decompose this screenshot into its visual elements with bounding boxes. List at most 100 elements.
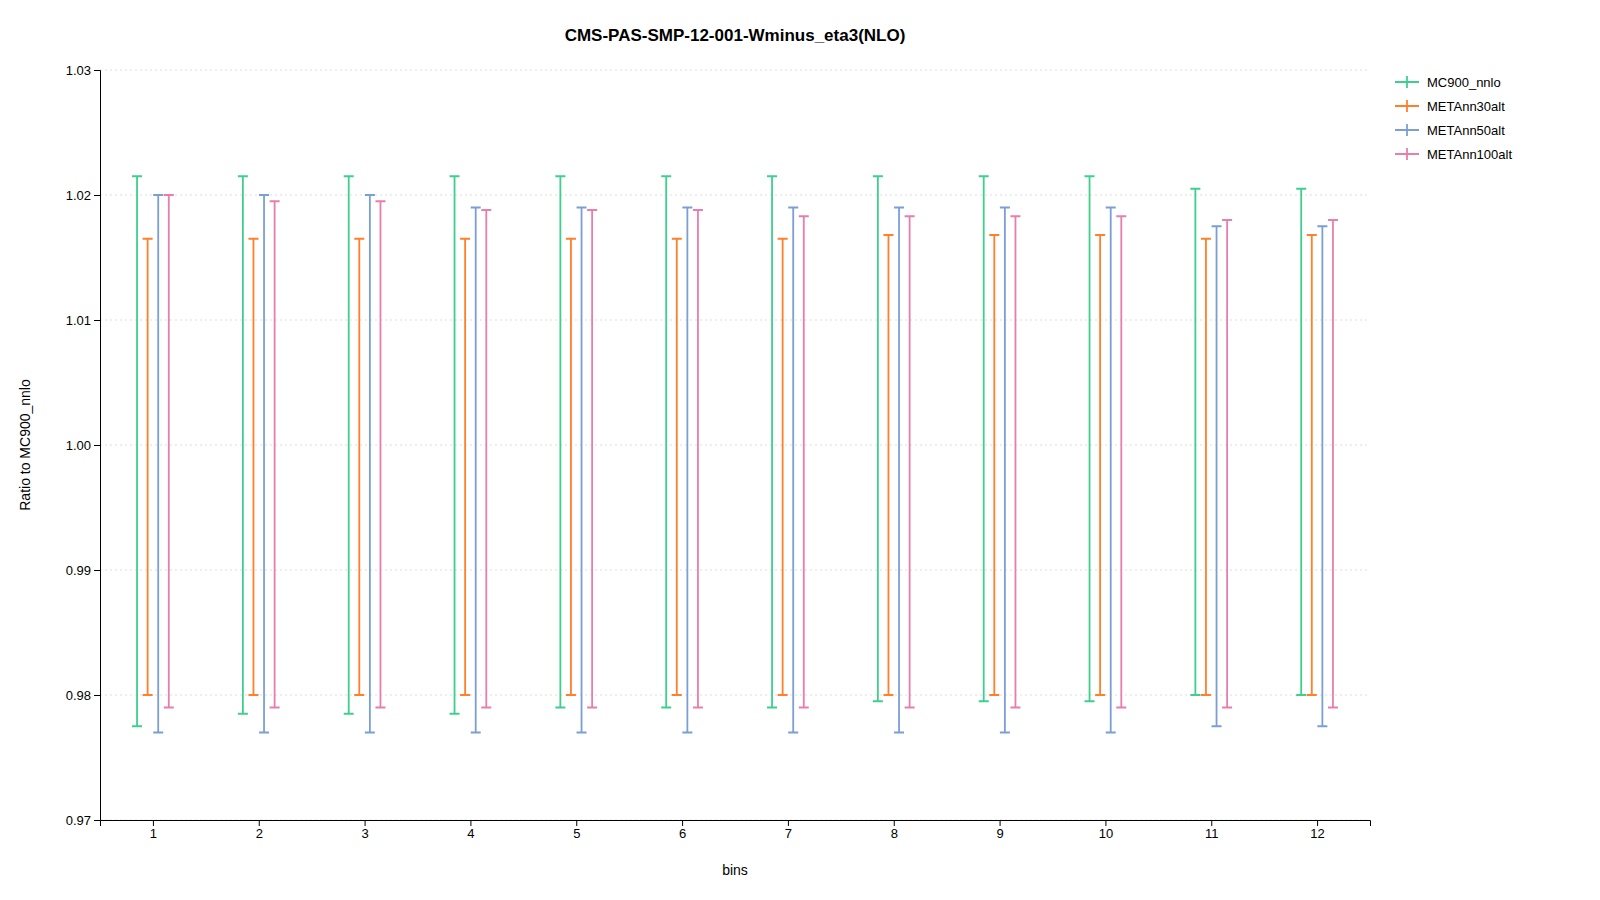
y-tick-label: 0.97 bbox=[66, 813, 91, 828]
error-bar bbox=[354, 239, 364, 695]
error-bar bbox=[1328, 220, 1338, 708]
x-tick-mark bbox=[153, 820, 154, 826]
error-bar bbox=[672, 239, 682, 695]
y-tick-mark bbox=[94, 320, 100, 321]
grid-line bbox=[100, 70, 1370, 71]
error-bar bbox=[1296, 189, 1306, 695]
y-tick: 1.03 bbox=[66, 63, 100, 78]
error-bar bbox=[259, 195, 269, 733]
grid-line bbox=[100, 695, 1370, 696]
x-tick-mark bbox=[576, 820, 577, 826]
x-axis-title: bins bbox=[722, 862, 748, 878]
error-bar bbox=[132, 176, 142, 726]
marks bbox=[132, 176, 1338, 732]
x-tick-mark bbox=[788, 820, 789, 826]
y-tick-label: 1.01 bbox=[66, 313, 91, 328]
x-tick: 7 bbox=[785, 820, 792, 841]
chart: 1234567891011120.970.980.991.001.011.021… bbox=[0, 0, 1600, 900]
error-bar bbox=[788, 208, 798, 733]
y-tick-label: 0.99 bbox=[66, 563, 91, 578]
legend-label: METAnn30alt bbox=[1427, 99, 1505, 114]
y-tick-mark bbox=[94, 695, 100, 696]
y-tick: 1.02 bbox=[66, 188, 100, 203]
error-bar bbox=[566, 239, 576, 695]
x-tick-label: 5 bbox=[573, 826, 580, 841]
y-axis: 0.97 0.98 0.99 1.00 1.01 1.02 1.03 bbox=[66, 63, 101, 828]
error-bar bbox=[1095, 235, 1105, 695]
grid-line bbox=[100, 195, 1370, 196]
title: CMS-PAS-SMP-12-001-Wminus_eta3(NLO) bbox=[565, 26, 906, 45]
error-bar bbox=[143, 239, 153, 695]
error-bar bbox=[1116, 216, 1126, 707]
x-tick-mark bbox=[1317, 820, 1318, 826]
legend-label: MC900_nnlo bbox=[1427, 75, 1501, 90]
x-tick-mark bbox=[1000, 820, 1001, 826]
error-bar bbox=[1212, 226, 1222, 726]
error-bar bbox=[555, 176, 565, 707]
legend: MC900_nnlo METAnn30alt METAnn50alt METAnn10… bbox=[1395, 75, 1512, 162]
error-bar bbox=[481, 210, 491, 708]
plot: 1234567891011120.970.980.991.001.011.021… bbox=[66, 63, 1371, 842]
error-bar bbox=[682, 208, 692, 733]
y-axis-title: Ratio to MC900_nnlo bbox=[17, 379, 33, 511]
x-tick-mark bbox=[894, 820, 895, 826]
y-tick-mark bbox=[94, 820, 100, 821]
error-bar bbox=[1010, 216, 1020, 707]
x-tick: 8 bbox=[891, 820, 898, 841]
legend-item: METAnn100alt bbox=[1395, 147, 1512, 162]
x-tick-label: 6 bbox=[679, 826, 686, 841]
x-tick-label: 12 bbox=[1310, 826, 1324, 841]
error-bar bbox=[979, 176, 989, 701]
error-bar bbox=[587, 210, 597, 708]
y-tick-mark bbox=[94, 570, 100, 571]
legend-swatch bbox=[1406, 124, 1408, 136]
legend-swatch bbox=[1406, 76, 1408, 88]
x-tick: 11 bbox=[1205, 820, 1219, 841]
error-bar bbox=[873, 176, 883, 701]
x-tick-label: 9 bbox=[996, 826, 1003, 841]
error-bar bbox=[1222, 220, 1232, 708]
error-bar bbox=[450, 176, 460, 714]
x-tick: 10 bbox=[1099, 820, 1113, 841]
x-tick: 2 bbox=[256, 820, 263, 841]
error-bar bbox=[778, 239, 788, 695]
legend-item: MC900_nnlo bbox=[1395, 75, 1501, 90]
legend-item: METAnn30alt bbox=[1395, 99, 1505, 114]
error-bar bbox=[799, 216, 809, 707]
error-bar bbox=[1307, 235, 1317, 695]
grid bbox=[100, 70, 1370, 820]
series bbox=[132, 176, 1306, 726]
legend-swatch bbox=[1406, 100, 1408, 112]
error-bar bbox=[1000, 208, 1010, 733]
grid-line bbox=[100, 320, 1370, 321]
error-bar bbox=[905, 216, 915, 707]
error-bar bbox=[238, 176, 248, 714]
x-tick-label: 4 bbox=[467, 826, 474, 841]
y-tick-mark bbox=[94, 70, 100, 71]
y-tick: 1.00 bbox=[66, 438, 100, 453]
legend-item: METAnn50alt bbox=[1395, 123, 1505, 138]
x-tick: 1 bbox=[150, 820, 157, 841]
y-tick-label: 1.00 bbox=[66, 438, 91, 453]
error-bar bbox=[989, 235, 999, 695]
x-axis-line bbox=[101, 821, 1371, 827]
x-tick-mark bbox=[1105, 820, 1106, 826]
x-tick-mark bbox=[365, 820, 366, 826]
series bbox=[164, 195, 1338, 708]
y-tick-label: 1.03 bbox=[66, 63, 91, 78]
x-tick-label: 3 bbox=[361, 826, 368, 841]
error-bar bbox=[460, 239, 470, 695]
error-bar bbox=[270, 201, 280, 707]
error-bar bbox=[153, 195, 163, 733]
legend-label: METAnn50alt bbox=[1427, 123, 1505, 138]
x-tick-mark bbox=[682, 820, 683, 826]
error-bar bbox=[894, 208, 904, 733]
x-tick-label: 8 bbox=[891, 826, 898, 841]
x-tick: 6 bbox=[679, 820, 686, 841]
y-tick: 0.97 bbox=[66, 813, 100, 828]
x-tick-label: 7 bbox=[785, 826, 792, 841]
y-tick-label: 0.98 bbox=[66, 688, 91, 703]
y-tick-label: 1.02 bbox=[66, 188, 91, 203]
y-tick-mark bbox=[94, 195, 100, 196]
legend-label: METAnn100alt bbox=[1427, 147, 1512, 162]
